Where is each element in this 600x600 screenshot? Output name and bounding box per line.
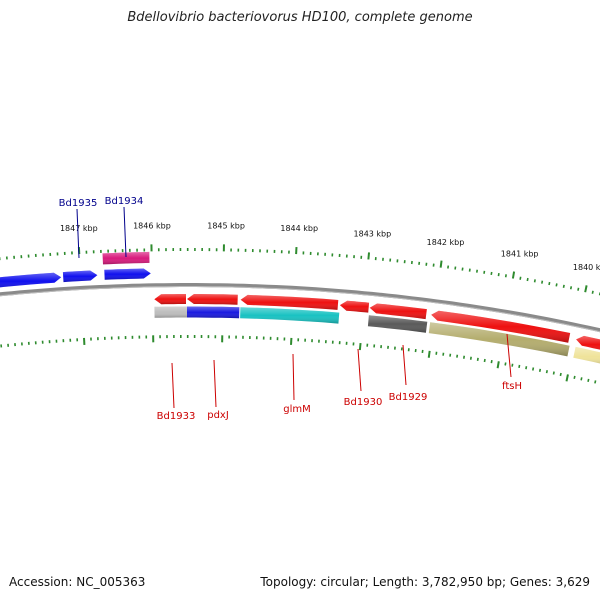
label-leader: [213, 359, 217, 408]
gene-label[interactable]: pdxJ: [207, 410, 229, 421]
gene-reverse-inner-shade: [367, 315, 428, 333]
gene-forward-shade: [62, 270, 98, 283]
gene-reverse-inner[interactable]: [367, 315, 428, 333]
label-leader: [357, 348, 362, 392]
minor-tick: [552, 371, 555, 375]
gene-reverse-shade: [369, 303, 427, 320]
minor-tick: [548, 281, 551, 286]
tick-label: 1842 kbp: [427, 238, 465, 247]
gene-reverse-shade: [240, 294, 339, 310]
gene-label[interactable]: Bd1935: [59, 198, 98, 209]
label-leader: [76, 208, 80, 259]
label-leader: [123, 206, 127, 258]
gene-reverse-inner-shade: [187, 306, 240, 319]
gene-forward[interactable]: [0, 272, 62, 290]
gene-reverse-shade: [431, 310, 571, 343]
gene-track[interactable]: [0, 251, 600, 367]
minor-tick: [525, 366, 528, 370]
gene-reverse-inner[interactable]: [428, 322, 570, 357]
tick-label: 1841 kbp: [501, 249, 539, 258]
gene-forward-outer-shade: [102, 251, 150, 265]
gene-label[interactable]: ftsH: [502, 381, 522, 392]
gene-reverse[interactable]: [240, 294, 339, 310]
gene-reverse-shade: [576, 335, 600, 350]
gene-forward-shade: [104, 268, 151, 280]
minor-tick: [533, 279, 536, 283]
backbone-line: [0, 283, 600, 333]
gene-label[interactable]: Bd1930: [344, 397, 383, 408]
minor-tick: [526, 277, 529, 282]
gene-reverse-inner-shade: [240, 307, 340, 324]
gene-reverse-shade: [154, 294, 186, 305]
tick-label: 1844 kbp: [280, 224, 318, 233]
label-leader: [506, 333, 512, 378]
gene-reverse[interactable]: [339, 300, 370, 313]
accession-text: Accession: NC_005363: [9, 575, 146, 589]
major-tick: [439, 260, 443, 268]
minor-tick: [559, 372, 562, 377]
gene-forward-shade: [0, 272, 62, 288]
minor-tick: [518, 364, 521, 369]
gene-reverse[interactable]: [576, 335, 600, 353]
gene-forward[interactable]: [62, 270, 98, 283]
gene-reverse[interactable]: [154, 294, 186, 305]
gene-reverse-shade: [339, 300, 370, 313]
gene-label[interactable]: Bd1933: [157, 411, 196, 422]
gene-reverse-inner-shade: [154, 306, 187, 318]
backbone: [0, 283, 600, 333]
backbone-highlight: [0, 286, 600, 333]
minor-tick: [541, 280, 544, 284]
gene-reverse-shade: [187, 294, 238, 305]
label-leader: [292, 353, 295, 401]
tick-label: 1847 kbp: [60, 224, 98, 233]
minor-tick: [511, 363, 514, 367]
minor-tick: [504, 362, 507, 366]
minor-tick: [545, 370, 548, 374]
label-leader: [402, 344, 407, 386]
gene-forward[interactable]: [104, 268, 151, 280]
major-tick: [584, 285, 588, 293]
minor-tick: [591, 290, 594, 294]
minor-tick: [594, 380, 597, 384]
gene-reverse-inner[interactable]: [187, 306, 240, 319]
gene-reverse[interactable]: [187, 294, 238, 305]
gene-reverse[interactable]: [431, 310, 571, 343]
minor-tick: [587, 378, 590, 383]
major-tick: [427, 350, 431, 358]
minor-tick: [538, 368, 542, 372]
gene-label[interactable]: glmM: [283, 404, 311, 415]
minor-tick: [569, 286, 573, 290]
gene-label[interactable]: Bd1934: [105, 196, 144, 207]
tick-label: 1843 kbp: [354, 230, 392, 239]
major-tick: [565, 374, 569, 382]
major-tick: [511, 271, 516, 279]
gene-label[interactable]: Bd1929: [389, 392, 428, 403]
gene-reverse-inner[interactable]: [154, 306, 187, 318]
gene-reverse-inner-shade: [573, 346, 600, 364]
minor-tick: [532, 367, 535, 371]
genome-summary-text: Topology: circular; Length: 3,782,950 bp…: [260, 575, 590, 589]
minor-tick: [555, 283, 558, 287]
minor-tick: [580, 377, 583, 381]
minor-tick: [573, 375, 576, 379]
major-tick: [496, 361, 500, 369]
tick-label: 1846 kbp: [133, 221, 171, 230]
minor-tick: [519, 276, 522, 280]
map-title: Bdellovibrio bacteriovorus HD100, comple…: [127, 10, 473, 25]
gene-forward-outer[interactable]: [102, 251, 150, 265]
major-tick: [358, 342, 362, 351]
gene-reverse-inner-shade: [428, 322, 570, 357]
label-leader: [171, 362, 175, 409]
tick-label: 1845 kbp: [207, 221, 245, 230]
gene-reverse-inner[interactable]: [240, 307, 340, 324]
minor-tick: [577, 287, 580, 291]
gene-reverse[interactable]: [369, 303, 427, 320]
minor-tick: [562, 284, 565, 288]
major-tick: [367, 252, 371, 260]
gene-reverse-inner[interactable]: [573, 346, 600, 367]
tick-label: 1840 kbp: [573, 263, 600, 272]
gene-labels: Bd1935 Bd1934 Bd1933 pdxJ glmM Bd1930 Bd1929 ft…: [59, 196, 522, 422]
